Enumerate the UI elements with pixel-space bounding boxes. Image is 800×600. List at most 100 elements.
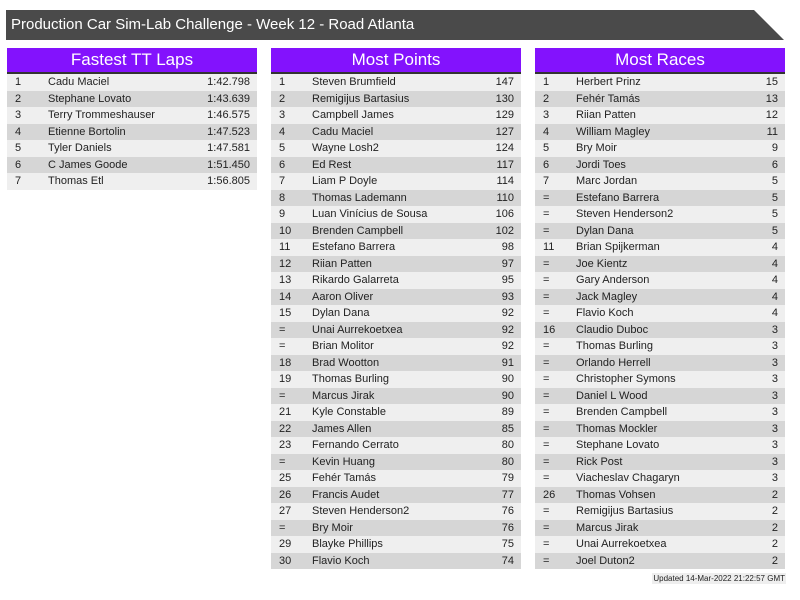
rank-cell: = bbox=[543, 521, 550, 534]
rank-cell: 5 bbox=[543, 142, 550, 154]
value-cell: 117 bbox=[496, 158, 514, 171]
value-cell: 2 bbox=[771, 505, 778, 517]
name-cell: William Magley bbox=[576, 125, 650, 138]
name-cell: Dylan Dana bbox=[576, 224, 634, 237]
rank-cell: = bbox=[279, 455, 286, 468]
value-cell: 74 bbox=[501, 554, 514, 567]
table-row: 4 William Magley 11 bbox=[535, 123, 785, 140]
rank-cell: = bbox=[543, 208, 550, 220]
table-row: 6 Jordi Toes 6 bbox=[535, 156, 785, 173]
name-cell: Thomas Vohsen bbox=[576, 488, 656, 501]
table-row: = Joel Duton2 2 bbox=[535, 552, 785, 569]
table-row: 2 Stephane Lovato 1:43.639 bbox=[7, 90, 257, 107]
value-cell: 92 bbox=[501, 323, 514, 336]
rank-cell: = bbox=[543, 439, 550, 451]
rank-cell: = bbox=[543, 257, 550, 270]
value-cell: 3 bbox=[771, 439, 778, 451]
value-cell: 76 bbox=[501, 521, 514, 534]
rank-cell: = bbox=[543, 290, 550, 303]
rank-cell: 25 bbox=[279, 472, 292, 484]
name-cell: Riian Patten bbox=[576, 109, 636, 121]
table-heading: Most Races bbox=[535, 48, 785, 74]
table-row: 26 Thomas Vohsen 2 bbox=[535, 486, 785, 503]
rank-cell: 1 bbox=[15, 76, 22, 88]
table-row: 15 Dylan Dana 92 bbox=[271, 305, 521, 322]
name-cell: Viacheslav Chagaryn bbox=[576, 472, 680, 484]
value-cell: 5 bbox=[771, 224, 778, 237]
value-cell: 4 bbox=[771, 290, 778, 303]
value-cell: 3 bbox=[771, 455, 778, 468]
table-row: 1 Cadu Maciel 1:42.798 bbox=[7, 74, 257, 91]
table-row: 9 Luan Vinícius de Sousa 106 bbox=[271, 206, 521, 223]
most-races-table: Most Races 1 Herbert Prinz 15 2 Fehér Tamás 1… bbox=[535, 48, 785, 569]
name-cell: Luan Vinícius de Sousa bbox=[312, 208, 428, 220]
name-cell: Cadu Maciel bbox=[312, 125, 374, 138]
rank-cell: 3 bbox=[279, 109, 286, 121]
rank-cell: 5 bbox=[279, 142, 286, 154]
value-cell: 1:47.523 bbox=[207, 125, 250, 138]
value-cell: 1:43.639 bbox=[207, 92, 250, 105]
name-cell: Stephane Lovato bbox=[48, 92, 132, 105]
name-cell: Unai Aurrekoetxea bbox=[312, 323, 403, 336]
name-cell: Flavio Koch bbox=[312, 554, 370, 567]
rank-cell: 9 bbox=[279, 208, 286, 220]
table-row: 6 C James Goode 1:51.450 bbox=[7, 156, 257, 173]
value-cell: 3 bbox=[771, 422, 778, 435]
value-cell: 12 bbox=[765, 109, 778, 121]
value-cell: 92 bbox=[501, 340, 514, 352]
table-row: 7 Thomas Etl 1:56.805 bbox=[7, 173, 257, 190]
table-row: 16 Claudio Duboc 3 bbox=[535, 321, 785, 338]
table-row: = Joe Kientz 4 bbox=[535, 255, 785, 272]
value-cell: 77 bbox=[501, 488, 514, 501]
rank-cell: 29 bbox=[279, 538, 292, 550]
value-cell: 2 bbox=[771, 521, 778, 534]
table-row: 7 Liam P Doyle 114 bbox=[271, 173, 521, 190]
name-cell: Stephane Lovato bbox=[576, 439, 660, 451]
rank-cell: 6 bbox=[279, 158, 286, 171]
rank-cell: 22 bbox=[279, 422, 292, 435]
name-cell: Riian Patten bbox=[312, 257, 372, 270]
name-cell: Ed Rest bbox=[312, 158, 352, 171]
value-cell: 2 bbox=[771, 538, 778, 550]
rank-cell: = bbox=[279, 521, 286, 534]
name-cell: Steven Henderson2 bbox=[312, 505, 410, 517]
name-cell: Jack Magley bbox=[576, 290, 638, 303]
table-row: 22 James Allen 85 bbox=[271, 420, 521, 437]
name-cell: Marc Jordan bbox=[576, 175, 638, 187]
value-cell: 80 bbox=[501, 439, 514, 451]
value-cell: 76 bbox=[501, 505, 514, 517]
name-cell: Claudio Duboc bbox=[576, 323, 649, 336]
table-row: 23 Fernando Cerrato 80 bbox=[271, 437, 521, 454]
table-row: 12 Riian Patten 97 bbox=[271, 255, 521, 272]
name-cell: Orlando Herrell bbox=[576, 356, 651, 369]
value-cell: 2 bbox=[771, 488, 778, 501]
rank-cell: 2 bbox=[279, 92, 286, 105]
value-cell: 3 bbox=[771, 472, 778, 484]
rank-cell: 26 bbox=[279, 488, 292, 501]
table-row: = Unai Aurrekoetxea 92 bbox=[271, 321, 521, 338]
name-cell: Wayne Losh2 bbox=[312, 142, 379, 154]
rank-cell: 16 bbox=[543, 323, 556, 336]
table-row: = Christopher Symons 3 bbox=[535, 371, 785, 388]
rank-cell: = bbox=[543, 406, 550, 418]
rank-cell: 30 bbox=[279, 554, 292, 567]
table-row: = Estefano Barrera 5 bbox=[535, 189, 785, 206]
value-cell: 75 bbox=[501, 538, 514, 550]
value-cell: 4 bbox=[771, 257, 778, 270]
name-cell: Estefano Barrera bbox=[576, 191, 660, 204]
rank-cell: 1 bbox=[279, 76, 286, 88]
table-row: 3 Campbell James 129 bbox=[271, 107, 521, 124]
name-cell: Estefano Barrera bbox=[312, 241, 396, 253]
rank-cell: = bbox=[543, 538, 550, 550]
table-row: 7 Marc Jordan 5 bbox=[535, 173, 785, 190]
name-cell: Kevin Huang bbox=[312, 455, 375, 468]
rank-cell: 7 bbox=[543, 175, 550, 187]
rank-cell: = bbox=[543, 373, 550, 385]
rank-cell: 19 bbox=[279, 373, 292, 385]
name-cell: Remigijus Bartasius bbox=[576, 505, 674, 517]
rank-cell: 4 bbox=[15, 125, 22, 138]
table-row: 4 Cadu Maciel 127 bbox=[271, 123, 521, 140]
name-cell: Thomas Etl bbox=[48, 175, 104, 187]
value-cell: 91 bbox=[501, 356, 514, 369]
updated-timestamp: Updated 14-Mar-2022 21:22:57 GMT bbox=[652, 573, 786, 584]
